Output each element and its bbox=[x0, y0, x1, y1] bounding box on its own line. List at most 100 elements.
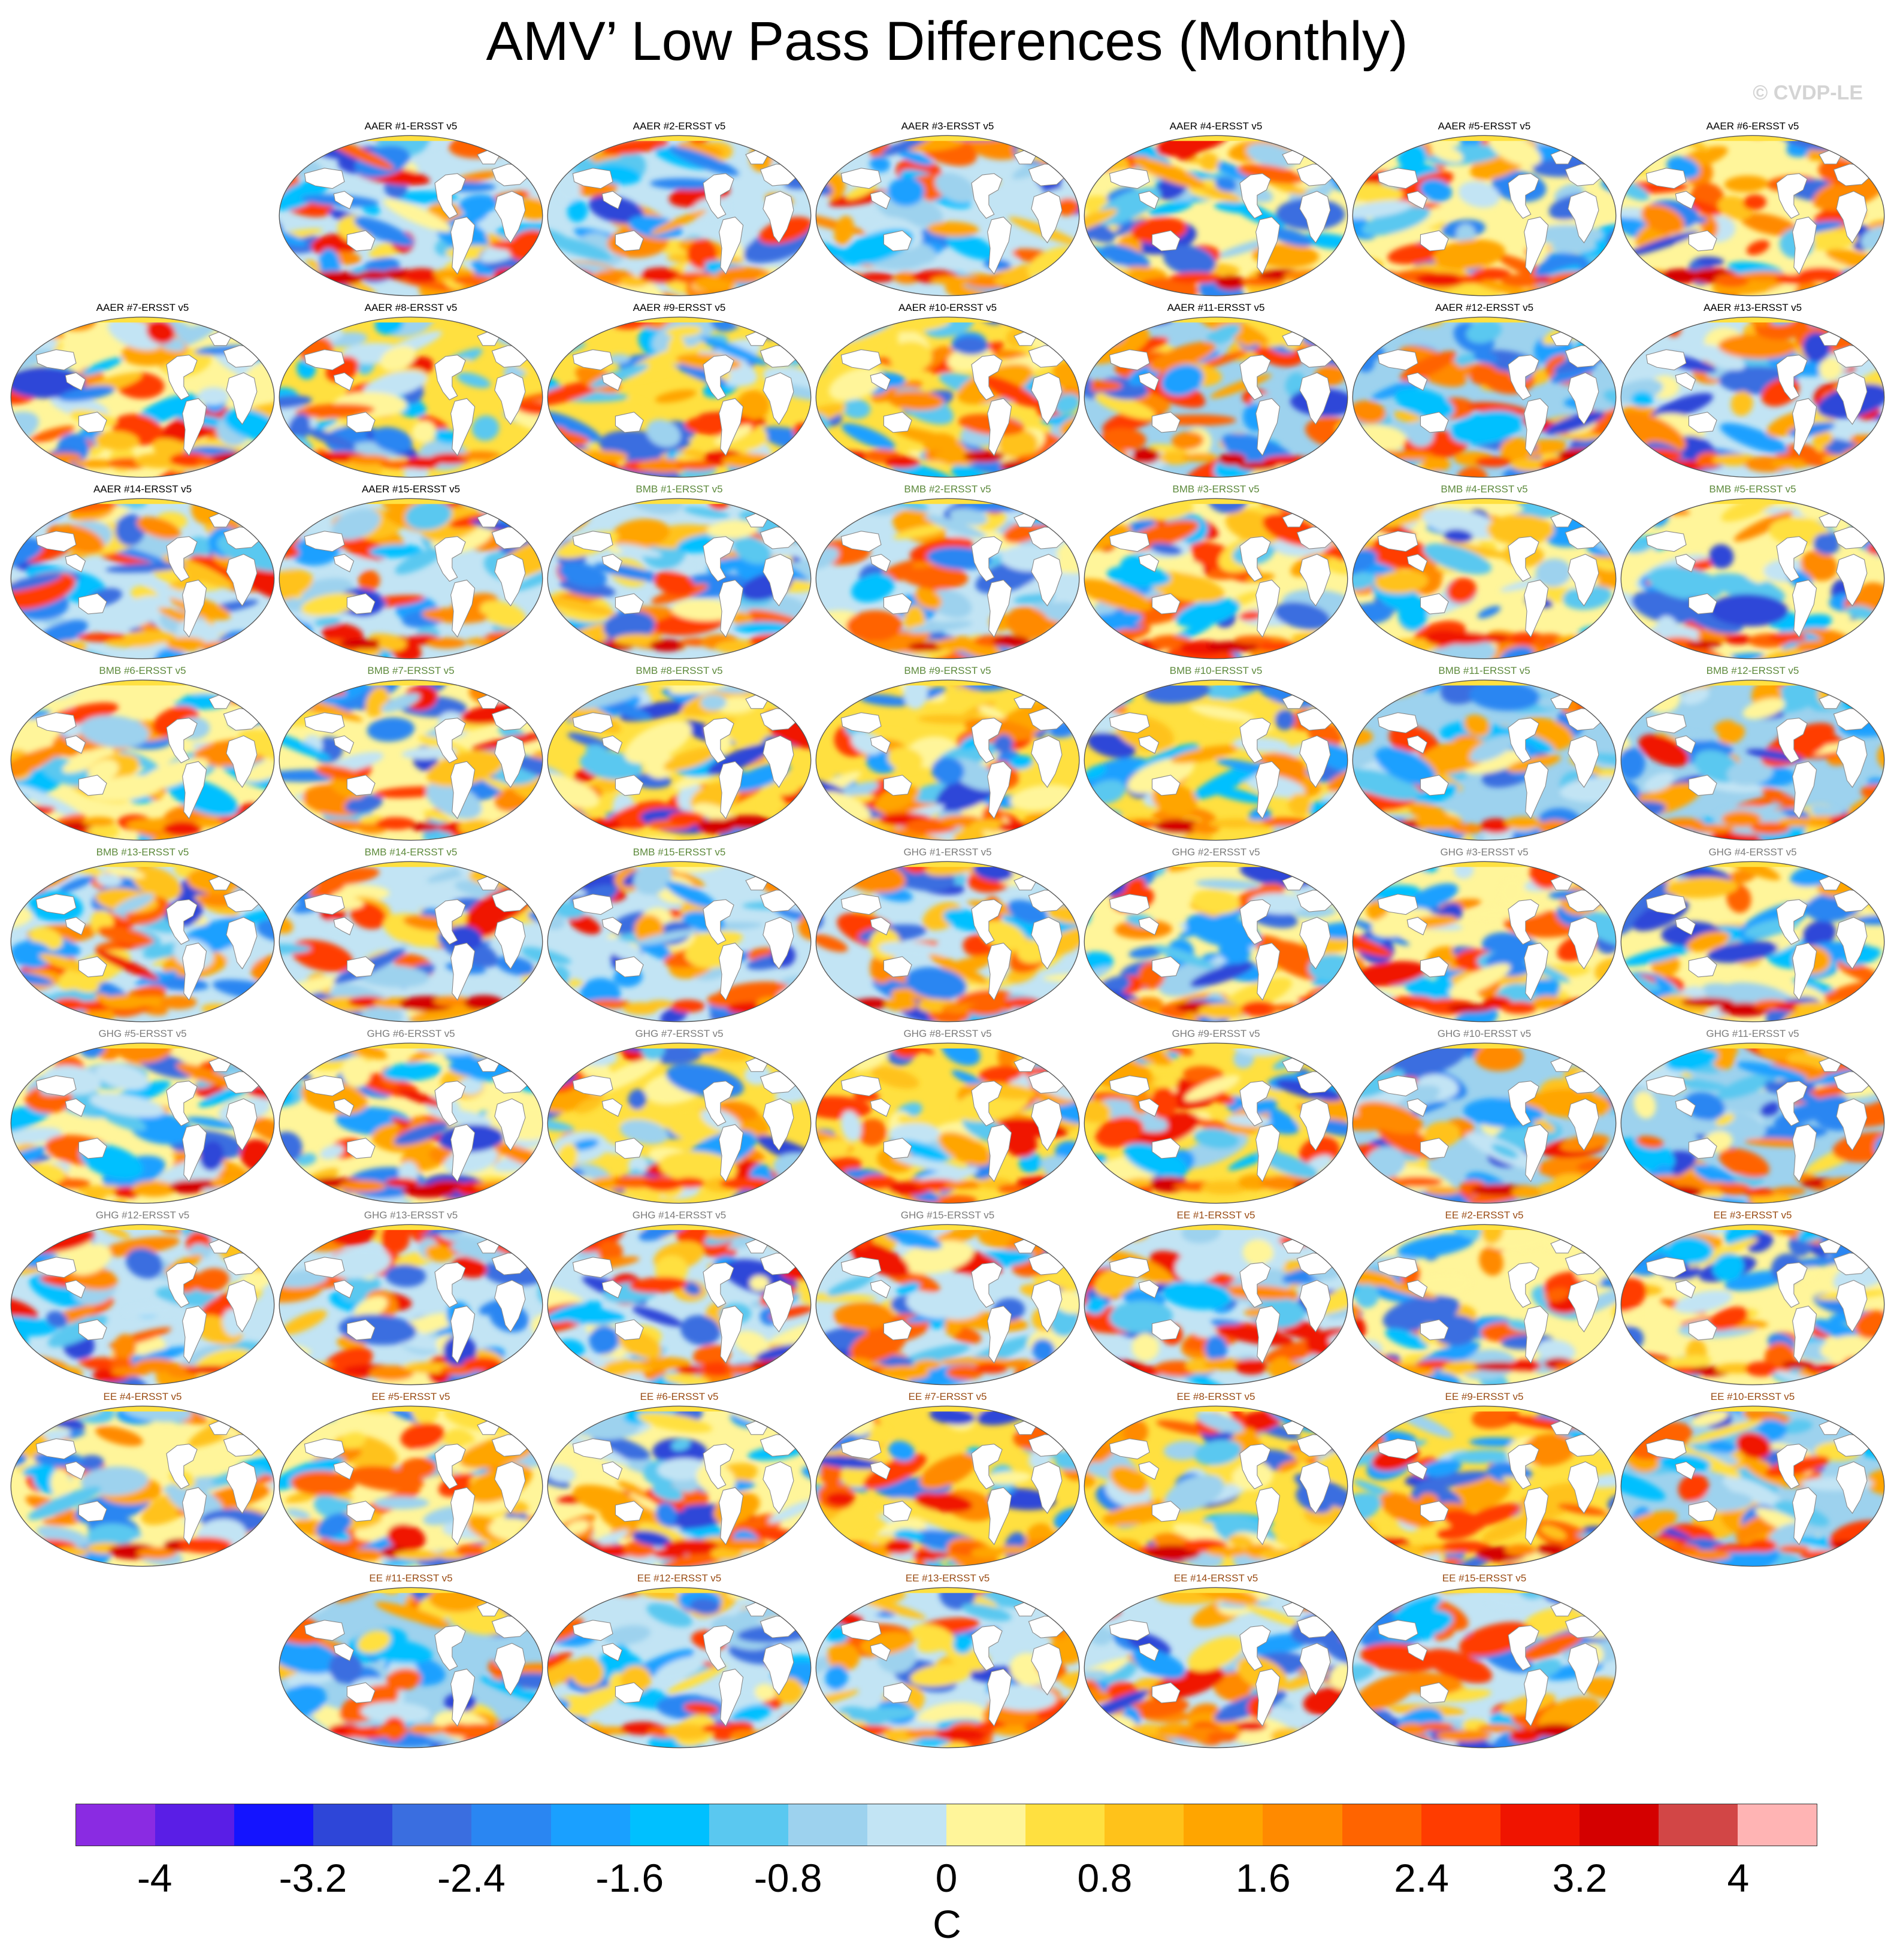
robinson-world-map bbox=[1084, 498, 1348, 660]
map-border bbox=[10, 498, 275, 660]
robinson-world-map bbox=[1620, 861, 1885, 1023]
map-panel: AAER #6-ERSST v5 bbox=[1618, 120, 1887, 300]
figure-title: AMV’ Low Pass Differences (Monthly) bbox=[486, 11, 1408, 72]
panel-title: GHG #13-ERSST v5 bbox=[364, 1209, 458, 1221]
map-panel: EE #8-ERSST v5 bbox=[1082, 1390, 1350, 1570]
map-border bbox=[1620, 861, 1885, 1023]
colorbar-swatch bbox=[1579, 1804, 1659, 1846]
sst-difference-field bbox=[279, 1406, 543, 1566]
colorbar-tick-labels: -4 -3.2 -2.4 -1.6 -0.8 0 0.8 1.6 2.4 3.2 4 bbox=[0, 1854, 1894, 1902]
panel-title: AAER #1-ERSST v5 bbox=[364, 120, 458, 132]
robinson-world-map bbox=[547, 1405, 812, 1567]
sst-difference-field bbox=[1621, 1043, 1884, 1203]
colorbar-tick-label: -1.6 bbox=[595, 1856, 664, 1900]
robinson-world-map bbox=[815, 679, 1080, 841]
panel-title: GHG #9-ERSST v5 bbox=[1172, 1028, 1260, 1039]
colorbar-tick-label: 3.2 bbox=[1552, 1856, 1608, 1900]
map-border bbox=[547, 1224, 812, 1386]
panel-title: AAER #9-ERSST v5 bbox=[633, 302, 726, 313]
robinson-world-map bbox=[279, 1587, 543, 1749]
map-panel: EE #1-ERSST v5 bbox=[1082, 1209, 1350, 1389]
robinson-world-map bbox=[547, 498, 812, 660]
panel-title: EE #15-ERSST v5 bbox=[1442, 1572, 1527, 1584]
colorbar-swatch bbox=[1737, 1804, 1817, 1846]
robinson-world-map bbox=[547, 316, 812, 478]
map-panel: BMB #5-ERSST v5 bbox=[1618, 483, 1887, 663]
map-border bbox=[547, 1042, 812, 1204]
panel-title: BMB #6-ERSST v5 bbox=[99, 665, 186, 676]
map-border bbox=[815, 861, 1080, 1023]
sst-difference-field bbox=[547, 1043, 811, 1203]
map-panel: AAER #5-ERSST v5 bbox=[1350, 120, 1618, 300]
map-border bbox=[815, 679, 1080, 841]
colorbar-tick-label: -4 bbox=[137, 1856, 173, 1900]
colorbar-tick-label: 2.4 bbox=[1394, 1856, 1449, 1900]
panel-title: BMB #4-ERSST v5 bbox=[1441, 483, 1528, 495]
map-border bbox=[279, 316, 543, 478]
robinson-world-map bbox=[1352, 498, 1617, 660]
colorbar-swatch bbox=[76, 1804, 156, 1846]
robinson-world-map bbox=[1352, 1042, 1617, 1204]
colorbar-tick-label: 0.8 bbox=[1077, 1856, 1133, 1900]
map-border bbox=[1352, 135, 1617, 297]
panel-title: AAER #8-ERSST v5 bbox=[364, 302, 458, 313]
robinson-world-map bbox=[279, 1224, 543, 1386]
map-panel: BMB #4-ERSST v5 bbox=[1350, 483, 1618, 663]
map-border bbox=[815, 1224, 1080, 1386]
map-panel: AAER #13-ERSST v5 bbox=[1618, 301, 1887, 481]
robinson-world-map bbox=[279, 679, 543, 841]
robinson-world-map bbox=[279, 861, 543, 1023]
panel-title: EE #2-ERSST v5 bbox=[1445, 1209, 1524, 1221]
panel-title: BMB #11-ERSST v5 bbox=[1438, 665, 1530, 676]
map-border bbox=[815, 1587, 1080, 1749]
map-border bbox=[1084, 498, 1348, 660]
map-border bbox=[1352, 316, 1617, 478]
map-panel: GHG #5-ERSST v5 bbox=[8, 1027, 277, 1207]
map-border bbox=[1084, 1405, 1348, 1567]
robinson-world-map bbox=[1620, 679, 1885, 841]
map-panel: EE #6-ERSST v5 bbox=[545, 1390, 813, 1570]
panel-title: BMB #3-ERSST v5 bbox=[1172, 483, 1260, 495]
robinson-world-map bbox=[1084, 679, 1348, 841]
colorbar-swatch bbox=[788, 1804, 867, 1846]
watermark: © CVDP-LE bbox=[1753, 81, 1863, 104]
robinson-world-map bbox=[10, 861, 275, 1023]
robinson-world-map bbox=[1620, 1405, 1885, 1567]
map-border bbox=[1352, 861, 1617, 1023]
robinson-world-map bbox=[1352, 679, 1617, 841]
map-border bbox=[279, 861, 543, 1023]
colorbar-tick-label: 0 bbox=[935, 1856, 958, 1900]
map-border bbox=[1084, 1042, 1348, 1204]
sst-difference-field bbox=[279, 498, 543, 659]
map-panel: AAER #10-ERSST v5 bbox=[813, 301, 1082, 481]
map-panel: BMB #1-ERSST v5 bbox=[545, 483, 813, 663]
map-panel: GHG #14-ERSST v5 bbox=[545, 1209, 813, 1389]
map-border bbox=[547, 135, 812, 297]
map-panel: EE #9-ERSST v5 bbox=[1350, 1390, 1618, 1570]
colorbar-swatch bbox=[1500, 1804, 1580, 1846]
map-border bbox=[815, 316, 1080, 478]
panel-title: BMB #14-ERSST v5 bbox=[364, 846, 458, 858]
map-panel: AAER #14-ERSST v5 bbox=[8, 483, 277, 663]
panel-title: GHG #15-ERSST v5 bbox=[900, 1209, 995, 1221]
robinson-world-map bbox=[547, 861, 812, 1023]
colorbar-tick-label: -0.8 bbox=[754, 1856, 822, 1900]
panel-title: AAER #7-ERSST v5 bbox=[96, 302, 189, 313]
map-panel: EE #5-ERSST v5 bbox=[277, 1390, 545, 1570]
colorbar-swatch bbox=[1263, 1804, 1342, 1846]
panel-title: GHG #14-ERSST v5 bbox=[632, 1209, 727, 1221]
panel-title: AAER #6-ERSST v5 bbox=[1706, 120, 1799, 132]
map-border bbox=[10, 861, 275, 1023]
robinson-world-map bbox=[10, 1224, 275, 1386]
panel-title: EE #10-ERSST v5 bbox=[1710, 1391, 1795, 1402]
map-panel: EE #7-ERSST v5 bbox=[813, 1390, 1082, 1570]
map-panel: EE #14-ERSST v5 bbox=[1082, 1572, 1350, 1752]
map-border bbox=[279, 1224, 543, 1386]
panel-title: AAER #5-ERSST v5 bbox=[1438, 120, 1531, 132]
robinson-world-map bbox=[279, 135, 543, 297]
panel-title: EE #1-ERSST v5 bbox=[1176, 1209, 1255, 1221]
map-panel: EE #12-ERSST v5 bbox=[545, 1572, 813, 1752]
map-border bbox=[547, 498, 812, 660]
robinson-world-map bbox=[1352, 1587, 1617, 1749]
panel-title: EE #14-ERSST v5 bbox=[1173, 1572, 1258, 1584]
